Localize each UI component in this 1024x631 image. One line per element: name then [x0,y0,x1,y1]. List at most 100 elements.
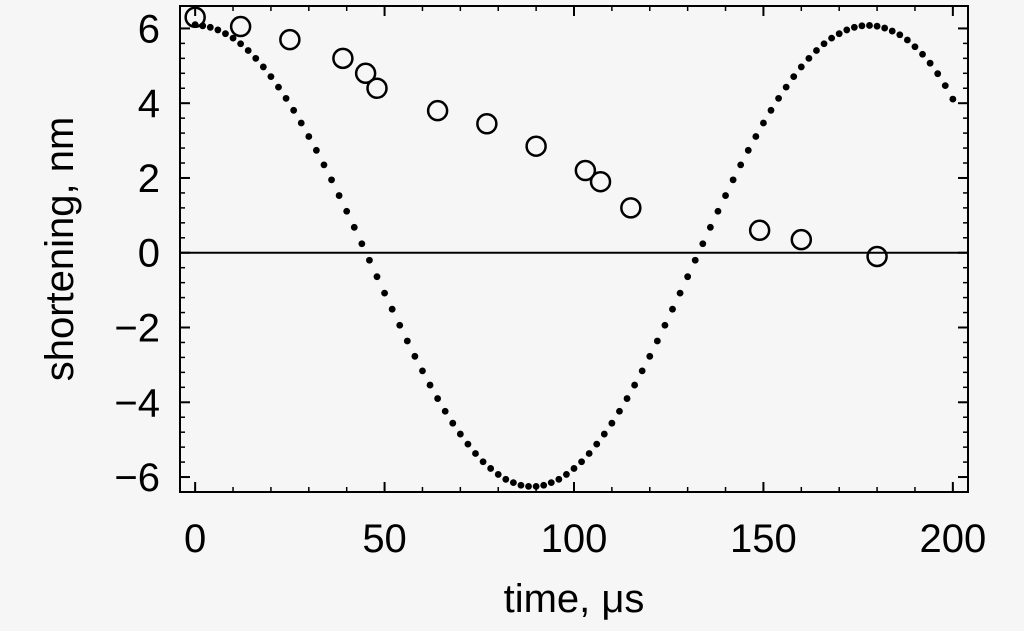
y-tick-label: −4 [114,381,160,425]
curve-point [320,161,328,169]
data-point [748,219,771,242]
curve-point [502,475,510,483]
x-tick-label: 150 [730,517,797,561]
data-point [476,113,498,135]
curve-point [843,26,851,34]
curve-point [782,83,790,91]
curve-point [805,54,813,62]
curve-point [244,47,252,54]
curve-point [835,30,843,38]
curve-point [297,119,305,127]
curve-point [290,106,298,114]
curve-point [487,465,495,472]
dotted-curve-series [191,21,957,490]
curve-point [441,407,449,415]
data-point [589,170,612,193]
y-tick-label: 0 [138,232,160,276]
curve-point [828,34,836,42]
curve-point [729,176,737,184]
curve-point [911,43,919,51]
x-tick-labels: 0 50 100 150 200 [184,517,986,561]
x-tick-label: 0 [184,517,206,561]
curve-point [631,381,639,389]
y-tick-label: 4 [138,82,160,126]
curve-point [691,256,699,264]
curve-point [479,458,487,466]
curve-point [206,23,214,31]
curve-point [373,273,381,281]
data-point [332,47,354,70]
curve-point [941,82,949,90]
curve-point [850,23,858,31]
curve-point [275,83,282,91]
curve-point [358,240,366,248]
y-axis-label: shortening, nm [38,117,82,382]
curve-point [813,47,820,54]
curve-point [752,133,760,140]
x-tick-label: 50 [362,517,407,561]
curve-point [820,40,828,48]
curve-point [350,223,358,231]
curve-point [540,481,548,489]
curve-point [426,381,434,389]
x-tick-label: 100 [541,517,608,561]
curve-point [903,36,911,44]
curve-point [623,395,631,402]
curve-point [926,59,934,67]
curve-point [676,289,684,297]
curve-point [259,63,267,71]
data-point [790,228,813,251]
y-tick-labels: −6 −4 −2 0 2 4 6 [114,7,160,500]
curve-point [282,94,290,102]
curve-point [760,119,767,127]
curve-point [525,482,532,490]
curve-point [653,337,661,345]
data-point [279,28,301,51]
curve-point [775,94,782,102]
curve-point [403,337,411,345]
curve-point [214,26,222,34]
curve-point [608,419,616,427]
curve-point [699,240,707,248]
curve-point [449,419,457,427]
curve-point [237,40,245,48]
curve-point [578,458,585,466]
x-axis-label: time, μs [504,577,645,621]
curve-point [312,146,320,154]
curve-point [767,106,775,114]
curve-point [684,273,692,281]
curve-point [949,95,957,103]
curve-point [593,440,601,448]
curve-point [797,63,805,71]
curve-point [494,471,502,478]
curve-point [252,54,260,62]
major-ticks [180,6,968,492]
curve-point [881,24,889,32]
curve-point [919,50,926,58]
curve-point [509,479,517,487]
data-point [354,62,377,85]
curve-point [616,407,623,415]
curve-point [866,22,873,29]
curve-point [661,321,669,329]
curve-point [563,471,570,478]
curve-point [585,450,593,457]
y-tick-label: −2 [114,307,160,351]
curve-point [366,256,373,264]
curve-point [267,73,275,81]
data-point [184,6,206,28]
curve-point [744,146,752,154]
x-tick-label: 200 [919,517,986,561]
curve-point [456,430,464,438]
y-tick-label: 6 [138,7,160,51]
data-point [620,197,642,219]
y-tick-label: 2 [138,157,160,201]
curve-point [464,440,472,448]
curve-point [472,450,479,457]
data-point [366,77,388,99]
curve-point [532,482,540,490]
curve-point [335,192,343,199]
curve-point [790,73,798,81]
curve-point [396,321,404,329]
